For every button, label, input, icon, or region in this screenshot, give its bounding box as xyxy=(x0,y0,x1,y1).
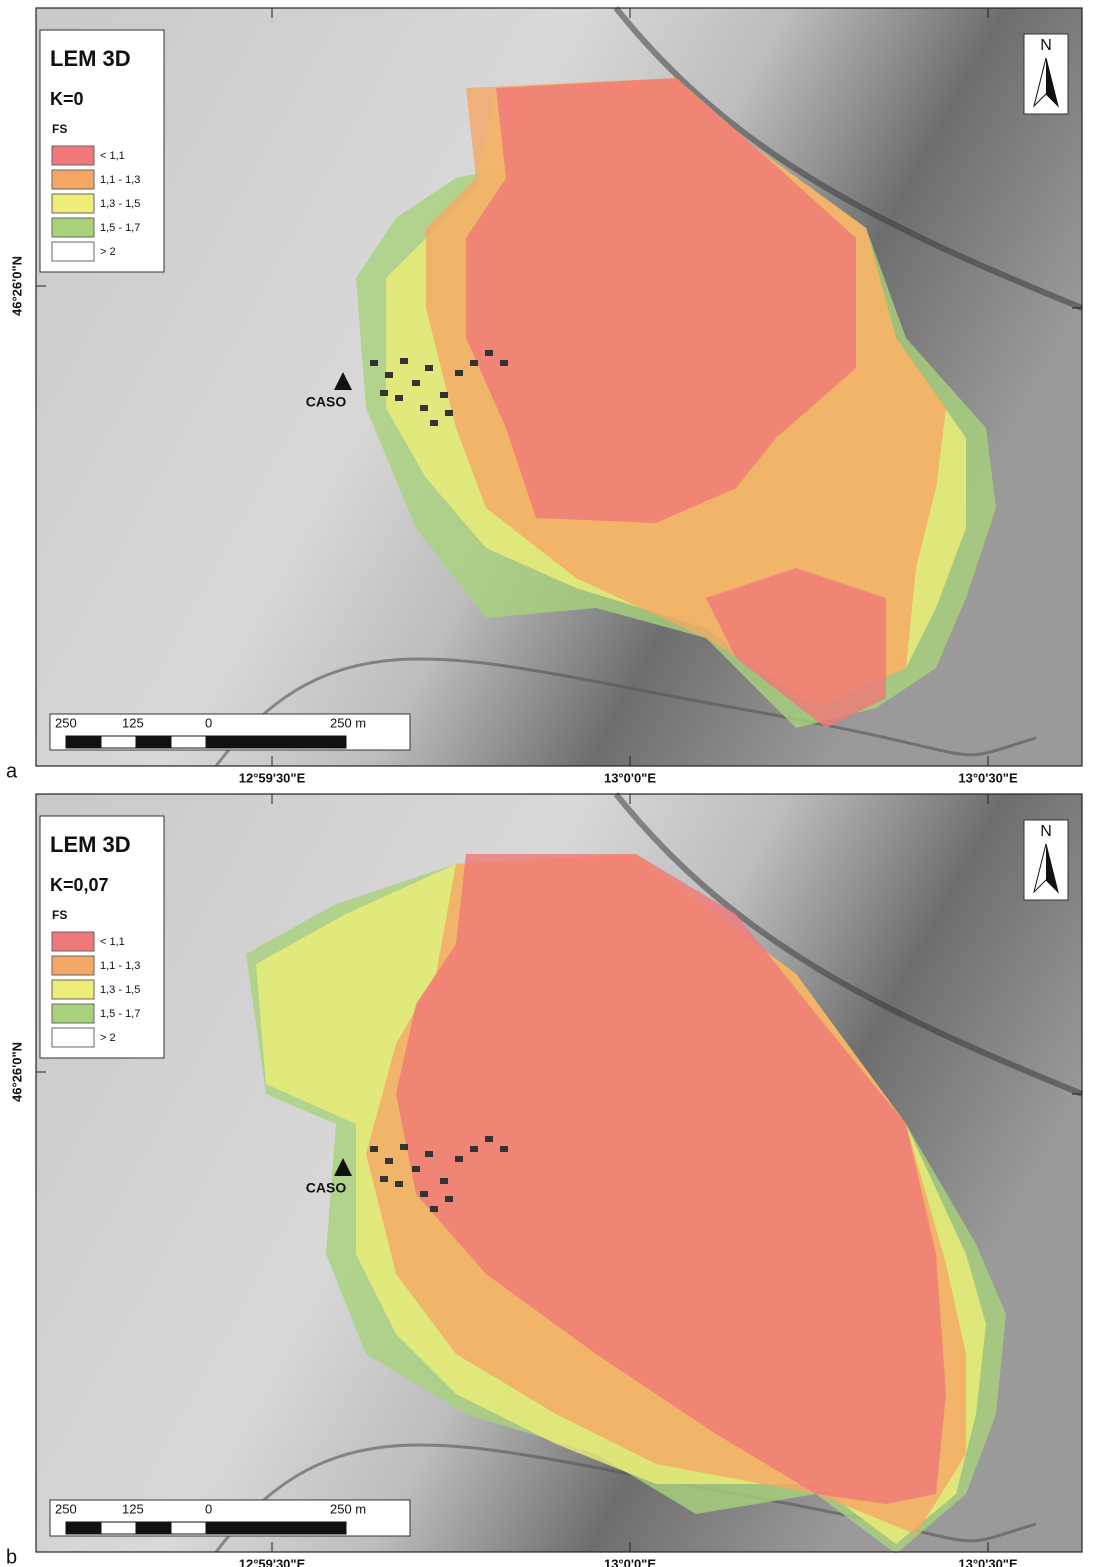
legend-label: 1,1 - 1,3 xyxy=(100,174,140,186)
lat-label: 46°26'0"N xyxy=(9,256,24,316)
building xyxy=(400,1144,408,1150)
lat-label: 46°26'0"N xyxy=(9,1042,24,1102)
building xyxy=(500,360,508,366)
building xyxy=(425,365,433,371)
building xyxy=(445,1196,453,1202)
legend-label: 1,3 - 1,5 xyxy=(100,984,140,996)
lon-label: 13°0'0"E xyxy=(604,1556,656,1567)
legend-title: FS xyxy=(52,122,67,136)
building xyxy=(380,1176,388,1182)
building xyxy=(445,410,453,416)
legend-swatch xyxy=(52,980,94,999)
building xyxy=(420,405,428,411)
building xyxy=(385,372,393,378)
scale-label: 0 xyxy=(205,1501,212,1516)
map-title: LEM 3D xyxy=(50,46,131,71)
building xyxy=(430,420,438,426)
building xyxy=(380,390,388,396)
legend-swatch xyxy=(52,242,94,261)
legend-swatch xyxy=(52,1028,94,1047)
legend-label: < 1,1 xyxy=(100,150,125,162)
building xyxy=(470,360,478,366)
scale-label: 250 m xyxy=(330,1501,366,1516)
scale-segment xyxy=(66,736,101,748)
building xyxy=(370,360,378,366)
building xyxy=(395,1181,403,1187)
building xyxy=(485,1136,493,1142)
lon-label: 13°0'30"E xyxy=(958,1556,1018,1567)
scale-segment xyxy=(206,736,346,748)
legend-label: 1,1 - 1,3 xyxy=(100,960,140,972)
north-label: N xyxy=(1040,823,1052,840)
legend-swatch xyxy=(52,146,94,165)
scale-segment xyxy=(136,1522,171,1534)
legend-swatch xyxy=(52,932,94,951)
scale-segment xyxy=(171,1522,206,1534)
place-label: CASO xyxy=(306,1180,347,1196)
building xyxy=(455,370,463,376)
building xyxy=(430,1206,438,1212)
page: {"panels": [ {"letter": "a", "title": "L… xyxy=(0,0,1106,1567)
building xyxy=(395,395,403,401)
scale-label: 125 xyxy=(122,715,144,730)
building xyxy=(425,1151,433,1157)
k-label: K=0,07 xyxy=(50,875,109,895)
place-label: CASO xyxy=(306,394,347,410)
legend-swatch xyxy=(52,170,94,189)
legend-label: < 1,1 xyxy=(100,936,125,948)
lon-label: 13°0'30"E xyxy=(958,770,1018,785)
building xyxy=(455,1156,463,1162)
map-panel: LEM 3D K=0 FS < 1,1 1,1 - 1,3 1,3 - 1,5 1,5 - … xyxy=(6,8,1082,785)
building xyxy=(412,1166,420,1172)
scale-label: 250 xyxy=(55,715,77,730)
scale-segment xyxy=(171,736,206,748)
legend-label: 1,5 - 1,7 xyxy=(100,222,140,234)
scale-segment xyxy=(66,1522,101,1534)
k-label: K=0 xyxy=(50,89,84,109)
panel-letter: b xyxy=(6,1546,17,1567)
building xyxy=(385,1158,393,1164)
scale-segment xyxy=(101,736,136,748)
legend-label: > 2 xyxy=(100,1032,116,1044)
legend-label: > 2 xyxy=(100,246,116,258)
map-panel: LEM 3D K=0,07 FS < 1,1 1,1 - 1,3 1,3 - 1,5 1,5… xyxy=(6,794,1082,1567)
scale-segment xyxy=(206,1522,346,1534)
map-title: LEM 3D xyxy=(50,832,131,857)
scale-label: 250 xyxy=(55,1501,77,1516)
building xyxy=(440,1178,448,1184)
building xyxy=(470,1146,478,1152)
legend-title: FS xyxy=(52,908,67,922)
figure: LEM 3D K=0 FS < 1,1 1,1 - 1,3 1,3 - 1,5 1,5 - … xyxy=(0,0,1106,1567)
legend-label: 1,5 - 1,7 xyxy=(100,1008,140,1020)
building xyxy=(440,392,448,398)
scale-label: 125 xyxy=(122,1501,144,1516)
building xyxy=(412,380,420,386)
legend-label: 1,3 - 1,5 xyxy=(100,198,140,210)
legend-swatch xyxy=(52,194,94,213)
legend-swatch xyxy=(52,218,94,237)
lon-label: 12°59'30"E xyxy=(239,1556,306,1567)
panel-letter: a xyxy=(6,760,18,782)
north-label: N xyxy=(1040,37,1052,54)
scale-segment xyxy=(136,736,171,748)
legend-swatch xyxy=(52,956,94,975)
scale-label: 0 xyxy=(205,715,212,730)
building xyxy=(485,350,493,356)
building xyxy=(400,358,408,364)
scale-label: 250 m xyxy=(330,715,366,730)
building xyxy=(370,1146,378,1152)
building xyxy=(500,1146,508,1152)
legend-swatch xyxy=(52,1004,94,1023)
scale-segment xyxy=(101,1522,136,1534)
building xyxy=(420,1191,428,1197)
lon-label: 12°59'30"E xyxy=(239,770,306,785)
lon-label: 13°0'0"E xyxy=(604,770,656,785)
